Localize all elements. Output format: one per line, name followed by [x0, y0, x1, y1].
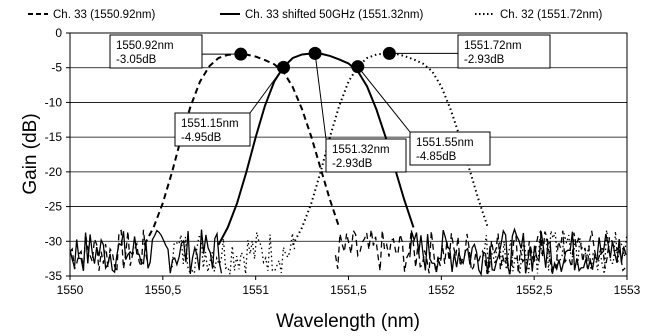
data-markers [234, 46, 396, 74]
noise-trace [409, 227, 627, 277]
annotation-text: -2.93dB [464, 54, 505, 66]
annotation-leader-line [249, 67, 284, 114]
noise-floor [69, 227, 628, 277]
y-axis-label: Gain (dB) [20, 113, 41, 194]
annotation-text: -4.85dB [416, 151, 457, 163]
x-tick-label: 1552 [428, 283, 455, 297]
annotation-text: -4.95dB [181, 132, 222, 144]
y-tick-label: -5 [51, 61, 62, 75]
x-tick-label: 1553 [614, 283, 641, 297]
annotations: 1550.92nm -3.05dB 1551.72nm -2.93dB 1551.15n… [109, 34, 551, 173]
noise-trace [334, 228, 626, 275]
noise-trace [171, 232, 296, 275]
x-tick-label: 1550 [57, 283, 84, 297]
x-tick-label: 1551 [242, 283, 269, 297]
annotation-box [174, 112, 251, 147]
y-tick-label: -10 [45, 95, 63, 109]
annotation-leader-line [314, 53, 327, 140]
annotation-box [109, 34, 203, 69]
annotation-text: -3.05dB [116, 54, 157, 66]
annotation-text: 1550.92nm [116, 40, 174, 52]
legend-label-2: Ch. 32 (1551.72nm) [500, 9, 602, 21]
legend-label-0: Ch. 33 (1550.92nm) [53, 9, 155, 21]
annotation-text: 1551.15nm [181, 118, 239, 130]
x-tick-label: 1552,5 [516, 283, 553, 297]
annotation-text: 1551.55nm [416, 137, 474, 149]
x-axis-label: Wavelength (nm) [276, 311, 420, 332]
x-tick-label: 1551,5 [330, 283, 367, 297]
y-tick-label: -15 [45, 130, 63, 144]
y-tick-label: 0 [55, 26, 62, 40]
annotation-box [325, 138, 407, 173]
y-axis-ticks: 0 -5 -10 -15 -20 -25 -30 -35 [45, 26, 70, 283]
noise-trace [483, 230, 628, 275]
annotation-text: -2.93dB [332, 158, 373, 170]
y-tick-label: -35 [45, 269, 63, 283]
x-tick-label: 1550,5 [144, 283, 181, 297]
series-line-0 [143, 53, 341, 246]
annotation-text: 1551.72nm [464, 40, 522, 52]
annotation-box [457, 34, 551, 69]
y-tick-label: -20 [45, 165, 63, 179]
legend-label-1: Ch. 33 shifted 50GHz (1551.32nm) [245, 9, 424, 21]
y-tick-label: -25 [45, 200, 63, 214]
legend: Ch. 33 (1550.92nm) Ch. 33 shifted 50GHz (… [28, 9, 602, 21]
annotation-leader-line [357, 66, 411, 133]
y-tick-label: -30 [45, 234, 63, 248]
annotation-box [409, 131, 491, 166]
annotation-text: 1551.32nm [332, 144, 390, 156]
x-axis-ticks: 1550 1550,5 1551 1551,5 1552 1552,5 1553 [57, 276, 641, 297]
